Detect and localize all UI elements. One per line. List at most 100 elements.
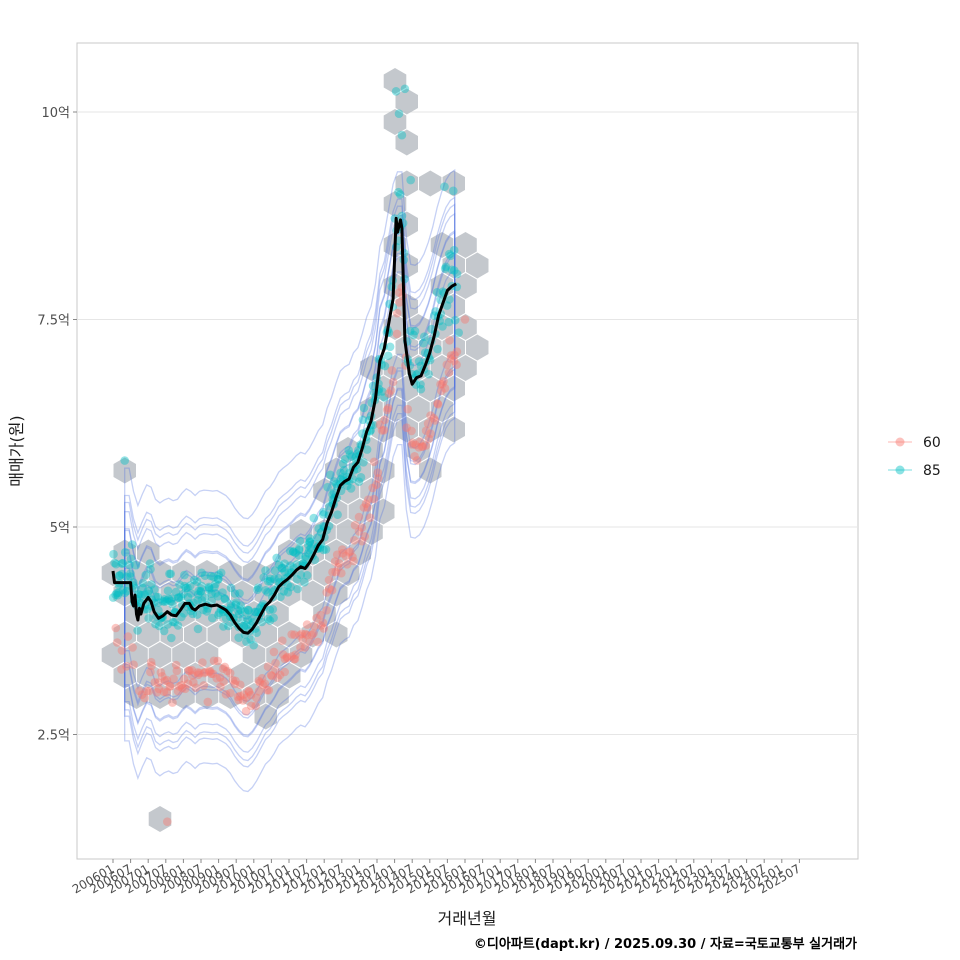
point-85 xyxy=(265,616,275,625)
hexbin xyxy=(231,580,254,607)
point-85 xyxy=(234,633,243,642)
trend-line-layer xyxy=(111,216,457,635)
point-60 xyxy=(342,560,352,569)
point-85 xyxy=(244,606,253,615)
hexbin xyxy=(254,662,277,689)
point-60 xyxy=(216,682,225,691)
point-85 xyxy=(261,566,270,575)
point-60 xyxy=(252,693,261,703)
point-60 xyxy=(195,668,204,678)
point-85 xyxy=(226,583,236,593)
point-60 xyxy=(452,347,462,357)
point-85 xyxy=(313,533,322,542)
x-axis: 2006012006072007012007072008012008072009… xyxy=(70,859,803,897)
point-85 xyxy=(112,588,122,598)
point-85 xyxy=(236,601,246,610)
point-60 xyxy=(112,638,122,647)
point-60 xyxy=(302,630,312,640)
hexbin xyxy=(442,416,465,443)
point-60 xyxy=(218,664,228,673)
point-85 xyxy=(319,545,328,555)
hexbin xyxy=(289,642,313,668)
hexbin xyxy=(313,478,336,504)
point-60 xyxy=(246,690,256,700)
point-85 xyxy=(301,552,310,561)
point-60 xyxy=(424,434,434,444)
hexbin xyxy=(137,539,160,566)
point-60 xyxy=(392,329,402,339)
point-60 xyxy=(185,666,194,676)
point-85 xyxy=(214,574,223,584)
point-60 xyxy=(375,420,385,430)
point-85 xyxy=(397,211,407,221)
hexbin xyxy=(207,662,230,689)
point-85 xyxy=(151,619,160,629)
point-60 xyxy=(263,662,273,671)
point-85 xyxy=(150,585,159,594)
hexbin xyxy=(407,437,430,463)
point-85 xyxy=(416,380,425,389)
legend-key-60-point xyxy=(895,437,905,447)
point-60 xyxy=(433,400,443,409)
point-85 xyxy=(242,637,251,647)
point-60 xyxy=(433,399,442,408)
point-60 xyxy=(203,697,213,707)
hexbin xyxy=(442,293,465,320)
hexbin xyxy=(301,621,324,648)
point-60 xyxy=(117,665,126,674)
point-85 xyxy=(306,544,316,553)
hexbin xyxy=(360,396,383,422)
point-60 xyxy=(360,532,370,541)
hexbin xyxy=(278,580,301,607)
point-85 xyxy=(336,468,345,478)
point-85 xyxy=(186,589,196,598)
point-60 xyxy=(282,652,292,662)
point-85 xyxy=(180,570,189,580)
hexbin xyxy=(372,457,395,484)
point-85 xyxy=(238,614,247,624)
point-85 xyxy=(193,595,202,605)
point-85 xyxy=(197,595,206,605)
density-contour xyxy=(124,196,456,768)
point-60 xyxy=(147,661,156,670)
point-85 xyxy=(215,608,224,618)
point-60 xyxy=(242,693,251,702)
point-85 xyxy=(304,540,313,550)
legend: 60 85 xyxy=(888,435,941,479)
point-60 xyxy=(452,360,461,370)
point-85 xyxy=(391,87,401,96)
hexbin xyxy=(148,642,172,668)
point-60 xyxy=(309,629,318,638)
hexbin xyxy=(231,621,254,648)
point-85 xyxy=(305,545,314,555)
hexbin xyxy=(125,642,148,668)
point-60 xyxy=(146,657,156,667)
hexbin xyxy=(172,642,195,668)
point-85 xyxy=(204,585,214,594)
hexbin xyxy=(419,170,442,197)
point-85 xyxy=(160,595,169,604)
point-60 xyxy=(251,701,260,711)
point-85 xyxy=(274,573,283,583)
hexbin xyxy=(360,437,383,463)
point-60 xyxy=(316,610,325,620)
point-85 xyxy=(219,622,228,631)
point-60 xyxy=(122,662,131,671)
point-60 xyxy=(369,494,379,504)
point-60 xyxy=(334,562,343,572)
point-85 xyxy=(154,621,164,631)
point-85 xyxy=(211,579,220,589)
hexbin xyxy=(454,273,477,299)
point-85 xyxy=(291,548,300,558)
point-60 xyxy=(226,688,235,698)
point-85 xyxy=(218,588,227,597)
point-60 xyxy=(128,643,137,652)
point-60 xyxy=(349,556,358,566)
hexbin xyxy=(254,621,277,648)
point-60 xyxy=(244,686,253,696)
point-85 xyxy=(133,626,142,635)
point-85 xyxy=(163,620,172,629)
point-60 xyxy=(439,377,448,386)
point-60 xyxy=(205,667,214,677)
hexbin xyxy=(430,232,454,258)
